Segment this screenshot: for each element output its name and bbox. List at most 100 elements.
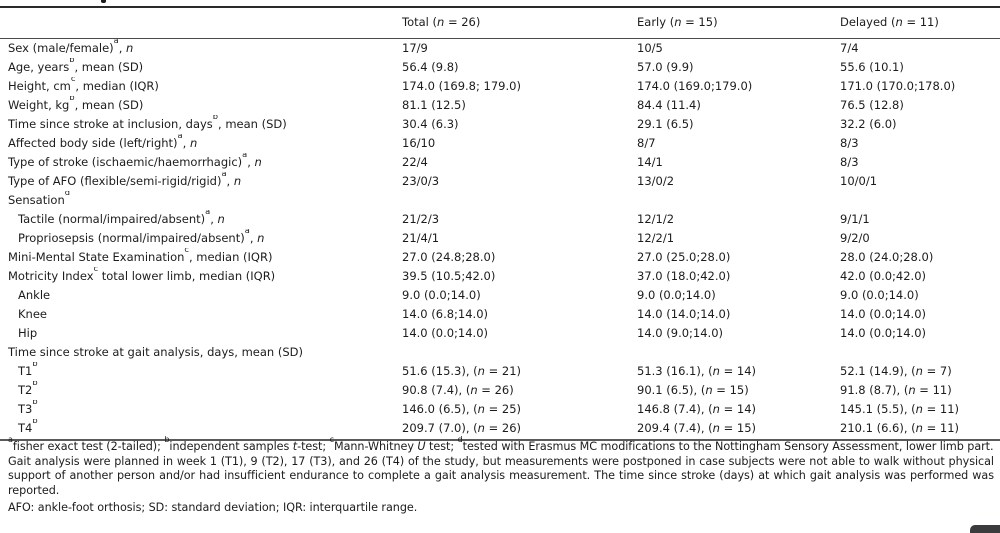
footnote-tests: afisher exact test (2-tailed); bindepend… <box>8 434 994 453</box>
row-label: Type of stroke (ischaemic/haemorrhagic)a… <box>8 153 262 169</box>
cell-value: 210.1 (6.6), (n = 11) <box>840 419 1000 441</box>
cell-value: 7/4 <box>840 41 859 55</box>
row-label: T2b <box>18 381 38 397</box>
table-row: Motricity Indexc total lower limb, media… <box>0 267 1000 286</box>
table-row: Affected body side (left/right)a, n 16/10… <box>0 134 1000 153</box>
cell-value: 39.5 (10.5;42.0) <box>402 269 496 283</box>
row-label: Motricity Indexc total lower limb, media… <box>8 267 276 283</box>
table-row: Tactile (normal/impaired/absent)a, n 21/2… <box>0 210 1000 229</box>
bottom-right-corner-button[interactable] <box>970 525 1000 533</box>
row-label: T1b <box>18 362 38 378</box>
footnote-abbreviations: AFO: ankle-foot orthosis; SD: standard d… <box>8 501 418 515</box>
cell-value <box>840 343 1000 362</box>
table-row: T1b 51.6 (15.3), (n = 21) 51.3 (16.1), (n … <box>0 362 1000 381</box>
cell-value: 145.1 (5.5), (n = 11) <box>840 402 960 416</box>
table-row: Mini-Mental State Examinationc, median (… <box>0 248 1000 267</box>
row-label: Time since stroke at gait analysis, days… <box>8 345 303 359</box>
row-label: Affected body side (left/right)a, n <box>8 134 198 150</box>
cell-value: 51.6 (15.3), (n = 21) <box>402 364 522 378</box>
footnote-gait-analysis: Gait analysis were planned in week 1 (T1… <box>8 454 994 497</box>
cell-value: 14.0 (0.0;14.0) <box>840 326 927 340</box>
cell-value <box>402 343 637 362</box>
cell-value <box>402 191 637 210</box>
baseline-characteristics-table: Total (n = 26) Early (n = 15) Delayed (n =… <box>0 6 1000 441</box>
table-row: T3b 146.0 (6.5), (n = 25) 146.8 (7.4), (n … <box>0 400 1000 419</box>
column-header: Early (n = 15) <box>637 6 840 39</box>
row-label: Ankle <box>18 288 51 302</box>
cell-value: 9/1/1 <box>840 212 870 226</box>
cell-value: 146.8 (7.4), (n = 14) <box>637 402 757 416</box>
cell-value: 84.4 (11.4) <box>637 98 701 112</box>
cell-value: 9/2/0 <box>840 231 870 245</box>
table-row: Type of stroke (ischaemic/haemorrhagic)a… <box>0 153 1000 172</box>
table-row: Hip 14.0 (0.0;14.0) 14.0 (9.0;14.0) 14.0 (0… <box>0 324 1000 343</box>
cell-value: 55.6 (10.1) <box>840 60 904 74</box>
table-row: Type of AFO (flexible/semi-rigid/rigid)a… <box>0 172 1000 191</box>
cell-value: 57.0 (9.9) <box>637 60 694 74</box>
cell-value: 22/4 <box>402 155 428 169</box>
row-label: T3b <box>18 400 38 416</box>
table-row: Time since stroke at gait analysis, days… <box>0 343 1000 362</box>
cell-value: 209.4 (7.4), (n = 15) <box>637 419 840 441</box>
cell-value: 56.4 (9.8) <box>402 60 459 74</box>
cell-value <box>637 191 840 210</box>
cell-value: 14.0 (0.0;14.0) <box>402 326 489 340</box>
cell-value: 81.1 (12.5) <box>402 98 466 112</box>
table-row: Propriosepsis (normal/impaired/absent)a,… <box>0 229 1000 248</box>
table-row: Knee 14.0 (6.8;14.0) 14.0 (14.0;14.0) 14.0 … <box>0 305 1000 324</box>
cell-value: 32.2 (6.0) <box>840 117 897 131</box>
cell-value: 28.0 (24.0;28.0) <box>840 250 934 264</box>
table-row: Height, cmc, median (IQR) 174.0 (169.8; 1… <box>0 77 1000 96</box>
table-row: Ankle 9.0 (0.0;14.0) 9.0 (0.0;14.0) 9.0 (0.… <box>0 286 1000 305</box>
cell-value: 12/1/2 <box>637 212 675 226</box>
row-label: Mini-Mental State Examinationc, median (… <box>8 248 273 264</box>
table-row: T2b 90.8 (7.4), (n = 26) 90.1 (6.5), (n = … <box>0 381 1000 400</box>
cell-value: 16/10 <box>402 136 436 150</box>
table-row: Age, yearsb, mean (SD) 56.4 (9.8) 57.0 (9.… <box>0 58 1000 77</box>
table-footnotes: afisher exact test (2-tailed); bindepend… <box>8 434 994 516</box>
table-row: Weight, kgb, mean (SD) 81.1 (12.5) 84.4 (1… <box>0 96 1000 115</box>
cell-value: 23/0/3 <box>402 174 440 188</box>
cell-value: 90.8 (7.4), (n = 26) <box>402 383 514 397</box>
cell-value: 10/0/1 <box>840 174 878 188</box>
cell-value: 12/2/1 <box>637 231 675 245</box>
cell-value: 17/9 <box>402 41 428 55</box>
cropped-caption-fragment <box>101 0 106 3</box>
cell-value: 14/1 <box>637 155 663 169</box>
cell-value: 9.0 (0.0;14.0) <box>840 288 919 302</box>
cell-value: 51.3 (16.1), (n = 14) <box>637 364 757 378</box>
cell-value: 76.5 (12.8) <box>840 98 904 112</box>
column-header-empty <box>0 6 402 39</box>
row-label: Propriosepsis (normal/impaired/absent)a,… <box>18 229 265 245</box>
row-label: Time since stroke at inclusion, daysb, m… <box>8 115 287 131</box>
row-label: Weight, kgb, mean (SD) <box>8 96 144 112</box>
row-label: Type of AFO (flexible/semi-rigid/rigid)a… <box>8 172 242 188</box>
cell-value: 8/7 <box>637 136 656 150</box>
cell-value: 174.0 (169.0;179.0) <box>637 79 753 93</box>
row-label: Knee <box>18 307 47 321</box>
cell-value: 42.0 (0.0;42.0) <box>840 269 927 283</box>
row-label: T4b <box>0 419 402 441</box>
table-row: T4b 209.7 (7.0), (n = 26) 209.4 (7.4), (n … <box>0 419 1000 441</box>
cell-value: 90.1 (6.5), (n = 15) <box>637 383 749 397</box>
row-label: Sex (male/female)a, n <box>8 38 134 56</box>
cell-value: 37.0 (18.0;42.0) <box>637 269 731 283</box>
cell-value: 30.4 (6.3) <box>402 117 459 131</box>
cell-value: 13/0/2 <box>637 174 675 188</box>
cell-value: 8/3 <box>840 136 859 150</box>
cell-value: 9.0 (0.0;14.0) <box>637 288 716 302</box>
row-label: Sensationd <box>8 191 70 207</box>
table-row: Sensationd <box>0 191 1000 210</box>
cell-value: 14.0 (0.0;14.0) <box>840 307 927 321</box>
row-label: Hip <box>18 326 38 340</box>
cell-value: 174.0 (169.8; 179.0) <box>402 79 521 93</box>
column-header: Delayed (n = 11) <box>840 6 1000 39</box>
cell-value: 27.0 (24.8;28.0) <box>402 250 496 264</box>
cell-value: 91.8 (8.7), (n = 11) <box>840 383 952 397</box>
cell-value: 14.0 (6.8;14.0) <box>402 307 489 321</box>
row-label: Age, yearsb, mean (SD) <box>8 58 144 74</box>
cell-value: 52.1 (14.9), (n = 7) <box>840 364 952 378</box>
cell-value: 9.0 (0.0;14.0) <box>402 288 481 302</box>
cell-value <box>840 191 1000 210</box>
